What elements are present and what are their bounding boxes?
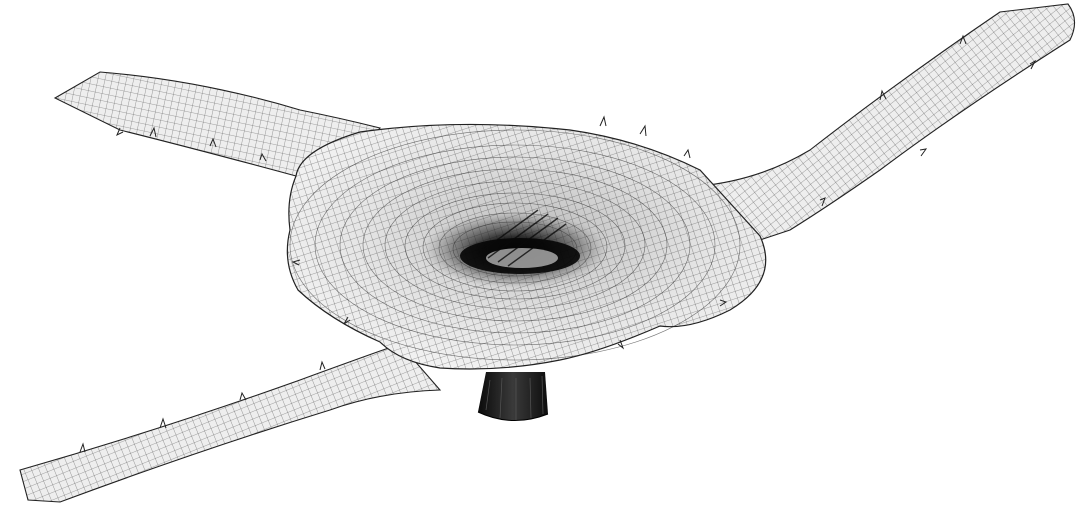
- upper-left-arm: [53, 71, 381, 191]
- basin-depression: [423, 209, 607, 288]
- right-arm: [698, 3, 1076, 241]
- support-post: [477, 372, 549, 422]
- lower-left-arm: [19, 343, 442, 503]
